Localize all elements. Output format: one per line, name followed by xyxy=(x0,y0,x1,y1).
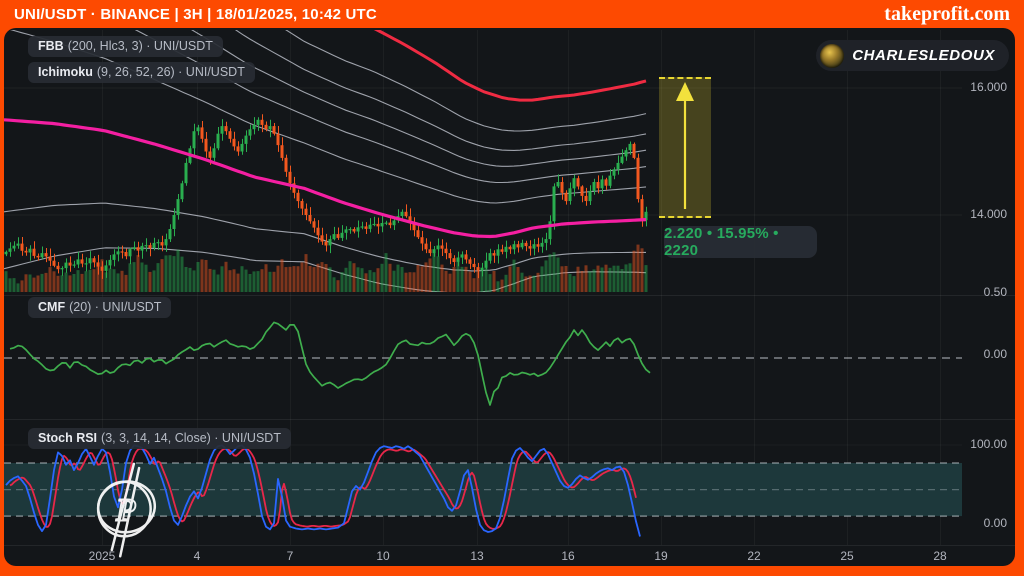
stoch-axis-label: 100.00 xyxy=(970,437,1007,451)
time-axis-label: 2025 xyxy=(88,549,116,563)
time-axis-label: 22 xyxy=(747,549,761,563)
range-arrow-icon xyxy=(676,82,694,209)
indicator-label-fbb[interactable]: FBB (200, Hlc3, 3) · UNI/USDT xyxy=(28,36,223,57)
username: CHARLESLEDOUX xyxy=(852,47,995,64)
price-range-text: 2.220 • 15.95% • 2220 xyxy=(664,225,779,259)
indicator-params: (9, 26, 52, 26) · UNI/USDT xyxy=(96,65,245,79)
chart-canvas[interactable] xyxy=(4,28,1015,566)
indicator-label-cmf[interactable]: CMF (20) · UNI/USDT xyxy=(28,297,172,318)
time-axis-label: 10 xyxy=(376,549,390,563)
chart-panel[interactable]: FBB (200, Hlc3, 3) · UNI/USDT Ichimoku (9,… xyxy=(4,28,1015,566)
price-axis-label: 16.000 xyxy=(970,80,1007,94)
price-range-tool[interactable] xyxy=(659,77,711,218)
brand-logo: takeprofit.com xyxy=(884,2,1010,25)
indicator-label-stoch-rsi[interactable]: Stoch RSI (3, 3, 14, 14, Close) · UNI/USD… xyxy=(28,428,291,449)
symbol-info: UNI/USDT · BINANCE | 3H | 18/01/2025, 10… xyxy=(14,5,377,23)
price-range-label[interactable]: 2.220 • 15.95% • 2220 xyxy=(664,225,817,259)
indicator-label-ichimoku[interactable]: Ichimoku (9, 26, 52, 26) · UNI/USDT xyxy=(28,62,255,83)
indicator-params: (200, Hlc3, 3) · UNI/USDT xyxy=(67,39,213,53)
takeprofit-logo-icon: P xyxy=(96,462,157,558)
time-axis-label: 19 xyxy=(654,549,668,563)
header-bar: UNI/USDT · BINANCE | 3H | 18/01/2025, 10… xyxy=(0,0,1024,28)
time-axis-label: 4 xyxy=(193,549,201,563)
time-axis-label: 13 xyxy=(470,549,484,563)
time-axis-label: 7 xyxy=(286,549,294,563)
avatar xyxy=(820,43,845,68)
cmf-axis-label: 0.00 xyxy=(983,347,1007,361)
time-axis-label: 28 xyxy=(933,549,947,563)
time-axis-label: 16 xyxy=(561,549,575,563)
indicator-name: CMF xyxy=(38,300,66,314)
price-axis-label: 14.000 xyxy=(970,207,1007,221)
user-badge: CHARLESLEDOUX xyxy=(816,40,1009,71)
indicator-name: FBB xyxy=(38,39,64,53)
indicator-name: Stoch RSI xyxy=(38,431,98,445)
stoch-axis-label: 0.00 xyxy=(983,516,1007,530)
indicator-params: (3, 3, 14, 14, Close) · UNI/USDT xyxy=(101,431,281,445)
time-axis-label: 25 xyxy=(840,549,854,563)
svg-text:P: P xyxy=(115,493,136,528)
cmf-axis-label: 0.50 xyxy=(983,285,1007,299)
indicator-name: Ichimoku xyxy=(38,65,93,79)
indicator-params: (20) · UNI/USDT xyxy=(69,300,162,314)
